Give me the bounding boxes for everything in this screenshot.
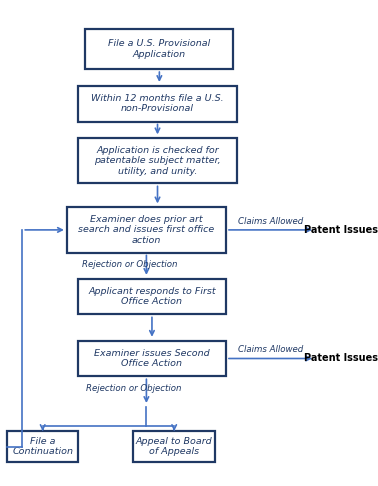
FancyBboxPatch shape <box>8 431 78 462</box>
Text: File a U.S. Provisional
Application: File a U.S. Provisional Application <box>108 39 211 59</box>
Text: Application is checked for
patentable subject matter,
utility, and unity.: Application is checked for patentable su… <box>94 146 221 176</box>
FancyBboxPatch shape <box>78 279 226 314</box>
Text: Applicant responds to First
Office Action: Applicant responds to First Office Actio… <box>88 287 216 306</box>
Text: Patent Issues: Patent Issues <box>304 225 378 235</box>
Text: File a
Continuation: File a Continuation <box>12 437 73 456</box>
FancyBboxPatch shape <box>133 431 215 462</box>
Text: Within 12 months file a U.S.
non-Provisional: Within 12 months file a U.S. non-Provisi… <box>91 94 224 113</box>
FancyBboxPatch shape <box>78 86 237 122</box>
Text: Examiner issues Second
Office Action: Examiner issues Second Office Action <box>94 349 210 368</box>
Text: Claims Allowed: Claims Allowed <box>238 346 303 354</box>
Text: Claims Allowed: Claims Allowed <box>238 217 303 226</box>
Text: Patent Issues: Patent Issues <box>304 353 378 364</box>
FancyBboxPatch shape <box>78 341 226 376</box>
Text: Appeal to Board
of Appeals: Appeal to Board of Appeals <box>136 437 212 456</box>
Text: Examiner does prior art
search and issues first office
action: Examiner does prior art search and issue… <box>78 215 215 245</box>
FancyBboxPatch shape <box>67 208 226 253</box>
FancyBboxPatch shape <box>85 29 234 69</box>
Text: Rejection or Objection: Rejection or Objection <box>86 384 181 393</box>
Text: Rejection or Objection: Rejection or Objection <box>82 260 178 269</box>
FancyBboxPatch shape <box>78 138 237 184</box>
